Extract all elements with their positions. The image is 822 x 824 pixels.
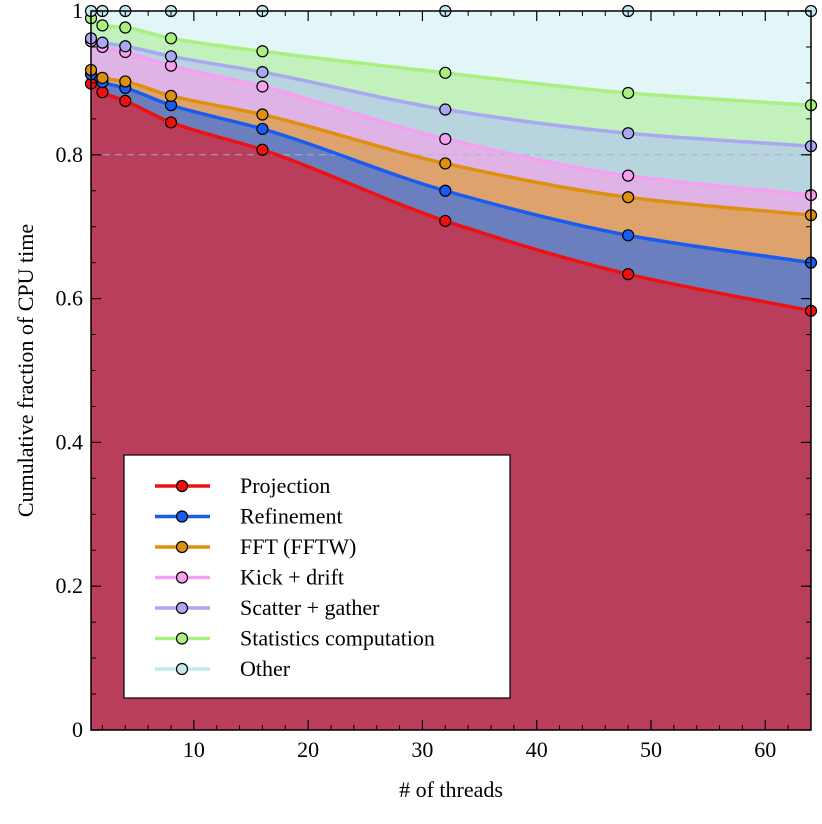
legend-marker-kick-drift [175, 571, 189, 584]
marker-statistics-computation-16 [256, 45, 269, 58]
legend-marker-statistics-computation [175, 632, 189, 645]
legend-label-statistics-computation: Statistics computation [240, 626, 435, 651]
marker-fft-fftw-16 [256, 108, 269, 121]
marker-statistics-computation-48 [622, 86, 635, 100]
marker-statistics-computation-2 [96, 19, 109, 32]
x-axis-title: # of threads [399, 777, 503, 802]
marker-fft-fftw-4 [119, 75, 132, 88]
marker-projection-2 [96, 86, 109, 99]
marker-scatter-gather-48 [622, 127, 635, 140]
legend-label-projection: Projection [240, 473, 330, 498]
y-tick-label-0.4: 0.4 [56, 429, 84, 454]
legend-marker-refinement [175, 510, 189, 523]
y-tick-label-1: 1 [72, 0, 83, 23]
legend-marker-other [175, 662, 189, 676]
marker-projection-4 [119, 94, 132, 107]
legend: Projection Refinement FFT (FFTW) Kick + dri… [123, 454, 511, 699]
y-tick-label-0.2: 0.2 [56, 573, 84, 598]
marker-fft-fftw-2 [96, 71, 109, 84]
marker-fft-fftw-48 [622, 191, 635, 204]
x-tick-label-50: 50 [640, 737, 662, 762]
legend-marker-projection [175, 479, 189, 493]
marker-fft-fftw-8 [164, 89, 178, 102]
marker-scatter-gather-8 [164, 50, 178, 63]
marker-kick-drift-16 [256, 80, 269, 93]
marker-refinement-16 [256, 122, 269, 136]
marker-projection-8 [164, 116, 178, 129]
legend-label-fft-fftw: FFT (FFTW) [240, 534, 356, 559]
axis-ticks: 10 20 30 40 50 60 0 0.2 0.4 0.6 0.8 1 [56, 0, 812, 762]
marker-projection-48 [622, 268, 635, 281]
x-tick-label-30: 30 [411, 737, 433, 762]
marker-fft-fftw-32 [439, 157, 452, 170]
legend-label-scatter-gather: Scatter + gather [240, 595, 380, 620]
marker-scatter-gather-4 [119, 40, 132, 53]
y-tick-label-0.6: 0.6 [56, 286, 84, 311]
marker-kick-drift-32 [439, 132, 452, 146]
x-tick-label-20: 20 [297, 737, 319, 762]
marker-statistics-computation-4 [119, 21, 132, 34]
x-tick-label-40: 40 [526, 737, 548, 762]
marker-scatter-gather-16 [256, 66, 269, 79]
marker-projection-16 [256, 143, 269, 156]
legend-marker-scatter-gather [175, 601, 189, 615]
x-tick-label-60: 60 [754, 737, 776, 762]
marker-refinement-32 [439, 184, 452, 197]
y-tick-label-0.8: 0.8 [56, 142, 84, 167]
y-axis-title: Cumulative fraction of CPU time [13, 224, 38, 517]
marker-scatter-gather-2 [96, 36, 109, 49]
marker-statistics-computation-32 [439, 66, 452, 79]
legend-label-refinement: Refinement [240, 504, 343, 529]
legend-marker-fft-fftw [175, 540, 189, 554]
marker-statistics-computation-8 [164, 32, 178, 45]
marker-projection-32 [439, 214, 452, 228]
marker-scatter-gather-32 [439, 103, 452, 116]
marker-kick-drift-48 [622, 169, 635, 182]
y-tick-label-0: 0 [72, 717, 83, 742]
marker-refinement-48 [622, 229, 635, 242]
legend-label-kick-drift: Kick + drift [240, 565, 344, 590]
legend-label-other: Other [240, 656, 291, 681]
x-tick-label-10: 10 [183, 737, 205, 762]
